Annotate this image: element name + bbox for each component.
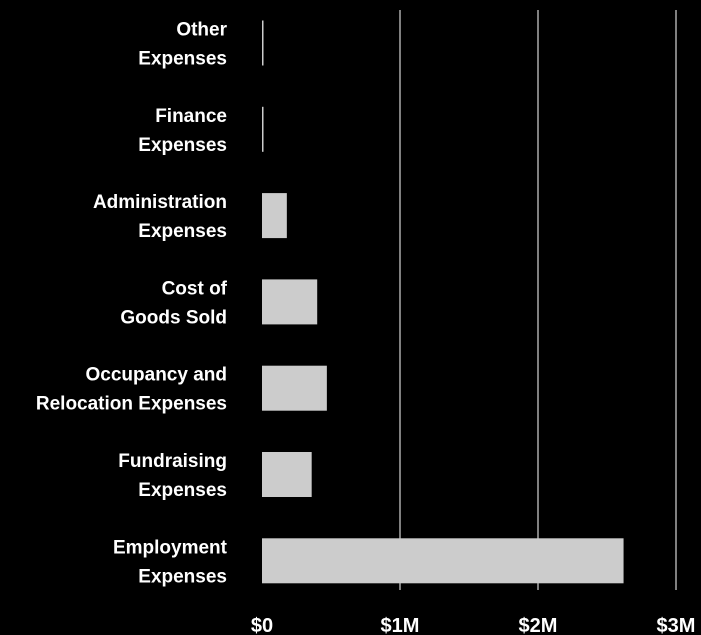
- bars: [262, 20, 624, 584]
- category-label: Occupancy and Relocation Expenses: [36, 365, 227, 415]
- category-labels: Other Expenses Finance Expenses Administrati…: [36, 20, 228, 588]
- x-tick-label: $2M: [519, 615, 558, 635]
- x-tick-label: $3M: [657, 615, 696, 635]
- bar: [262, 365, 327, 411]
- bar: [262, 193, 287, 239]
- category-label: Employment Expenses: [113, 537, 228, 587]
- x-tick-label: $1M: [381, 615, 420, 635]
- category-label: Fundraising Expenses: [118, 451, 227, 501]
- category-label: Finance Expenses: [138, 106, 227, 156]
- bar: [262, 538, 624, 584]
- grid-lines: [399, 10, 677, 590]
- category-label: Administration Expenses: [93, 192, 227, 242]
- x-axis-tick-labels: $0 $1M $2M $3M: [251, 615, 696, 635]
- bar: [262, 452, 312, 497]
- bar: [262, 20, 264, 66]
- category-label: Cost of Goods Sold: [120, 278, 227, 328]
- bar: [262, 279, 318, 325]
- bar: [262, 106, 264, 152]
- category-label: Other Expenses: [138, 20, 227, 70]
- x-tick-label: $0: [251, 615, 273, 635]
